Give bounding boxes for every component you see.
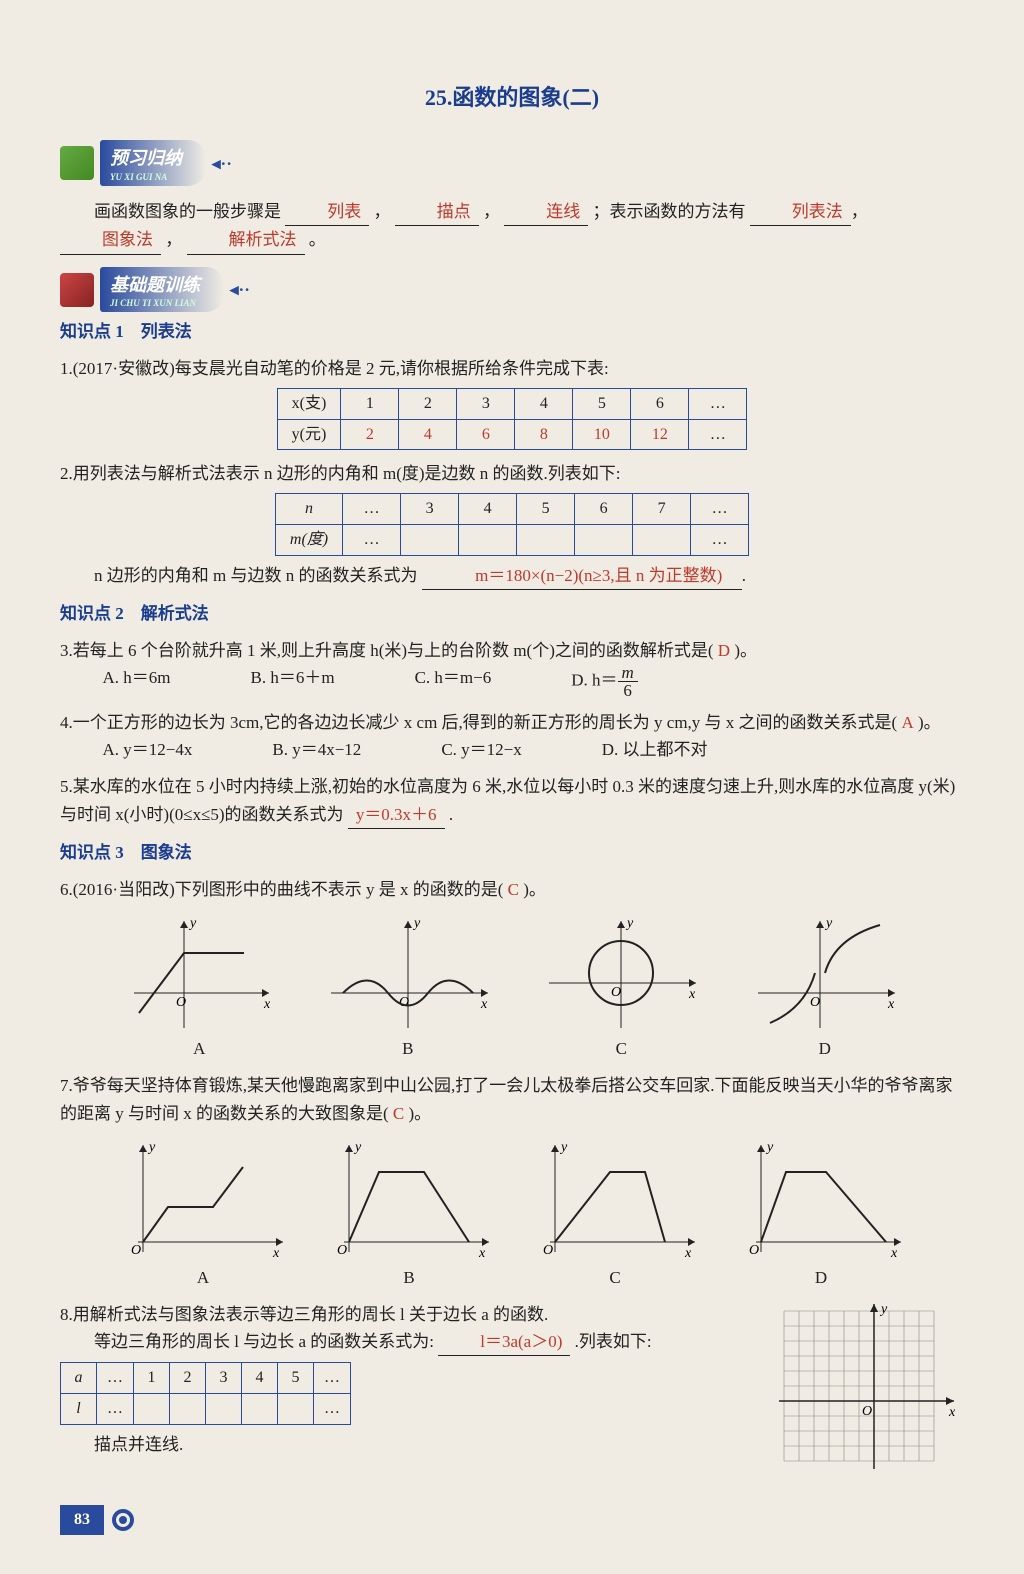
svg-text:y: y (824, 916, 833, 931)
page-number: 83 (60, 1505, 104, 1535)
q6-graph-c: O x y (541, 913, 701, 1033)
question-5: 5.某水库的水位在 5 小时内持续上涨,初始的水位高度为 6 米,水位以每小时 … (60, 773, 964, 828)
question-4: 4.一个正方形的边长为 3cm,它的各边边长减少 x cm 后,得到的新正方形的… (60, 709, 964, 763)
banner-yuxi-label: 预习归纳 YU XI GUI NA (100, 140, 206, 186)
yuxi-icon (60, 146, 94, 180)
intro-paragraph: 画函数图象的一般步骤是 列表 ， 描点 ， 连线 ；表示函数的方法有 列表法， … (60, 198, 964, 254)
banner-jichu-label: 基础题训练 JI CHU TI XUN LIAN (100, 267, 224, 313)
svg-text:y: y (879, 1302, 888, 1317)
intro-ans6: 解析式法 (187, 226, 305, 254)
question-3: 3.若每上 6 个台阶就升高 1 米,则上升高度 h(米)与上的台阶数 m(个)… (60, 637, 964, 699)
svg-text:y: y (559, 1140, 568, 1155)
svg-text:x: x (948, 1405, 956, 1420)
intro-ans1: 列表 (285, 198, 369, 226)
kp3-heading: 知识点 3 图象法 (60, 839, 964, 866)
svg-text:O: O (176, 995, 186, 1010)
svg-text:x: x (480, 997, 488, 1012)
svg-text:y: y (188, 916, 197, 931)
arrow-icon: ◂·· (230, 276, 250, 303)
footer-circle-icon (112, 1509, 134, 1531)
q8-grid: O x y (774, 1301, 964, 1476)
svg-text:x: x (890, 1246, 898, 1261)
svg-text:O: O (131, 1243, 141, 1258)
svg-text:O: O (611, 985, 621, 1000)
q5-answer: y＝0.3x＋6 (348, 801, 445, 829)
kp1-heading: 知识点 1 列表法 (60, 318, 964, 345)
page-title: 25.函数的图象(二) (60, 80, 964, 115)
svg-text:O: O (862, 1404, 872, 1419)
q7-graph-a: O x y (118, 1137, 288, 1262)
svg-text:y: y (765, 1140, 774, 1155)
q7-graph-b: O x y (324, 1137, 494, 1262)
q6-graph-b: O x y (323, 913, 493, 1033)
svg-text:x: x (263, 997, 271, 1012)
q6-graph-d: O x y (750, 913, 900, 1033)
svg-text:O: O (399, 995, 409, 1010)
intro-ans2: 描点 (395, 198, 479, 226)
question-1: 1.(2017·安徽改)每支晨光自动笔的价格是 2 元,请你根据所给条件完成下表… (60, 355, 964, 450)
banner-yuxi: 预习归纳 YU XI GUI NA ◂·· (60, 145, 964, 181)
svg-text:O: O (749, 1243, 759, 1258)
q8-table: a … 1 2 3 4 5 … l … … (60, 1362, 351, 1424)
q7-graph-d: O x y (736, 1137, 906, 1262)
question-2: 2.用列表法与解析式法表示 n 边形的内角和 m(度)是边数 n 的函数.列表如… (60, 460, 964, 590)
banner-jichu: 基础题训练 JI CHU TI XUN LIAN ◂·· (60, 272, 964, 308)
q1-table: x(支) 1 2 3 4 5 6 … y(元) 2 4 6 8 10 12 … (277, 388, 748, 450)
svg-text:x: x (684, 1246, 692, 1261)
q6-graph-a: O x y (124, 913, 274, 1033)
q8-answer: l＝3a(a＞0) (438, 1328, 570, 1356)
svg-text:x: x (887, 997, 895, 1012)
arrow-icon: ◂·· (212, 150, 232, 177)
question-7: 7.爷爷每天坚持体育锻炼,某天他慢跑离家到中山公园,打了一会儿太极拳后搭公交车回… (60, 1072, 964, 1291)
page-footer: 83 (60, 1506, 964, 1534)
svg-text:x: x (688, 987, 696, 1002)
intro-ans4: 列表法 (750, 198, 851, 226)
q2-answer: m＝180×(n−2)(n≥3,且 n 为正整数) (422, 562, 742, 590)
intro-ans5: 图象法 (60, 226, 161, 254)
svg-text:x: x (272, 1246, 280, 1261)
svg-text:O: O (543, 1243, 553, 1258)
kp2-heading: 知识点 2 解析式法 (60, 600, 964, 627)
svg-text:O: O (337, 1243, 347, 1258)
q2-table: n … 3 4 5 6 7 … m(度) … … (275, 493, 749, 555)
svg-text:y: y (412, 916, 421, 931)
question-6: 6.(2016·当阳改)下列图形中的曲线不表示 y 是 x 的函数的是( C )… (60, 876, 964, 1062)
svg-text:y: y (625, 916, 634, 931)
svg-text:y: y (353, 1140, 362, 1155)
q7-graph-c: O x y (530, 1137, 700, 1262)
svg-text:x: x (478, 1246, 486, 1261)
svg-text:O: O (810, 995, 820, 1010)
question-8: 8.用解析式法与图象法表示等边三角形的周长 l 关于边长 a 的函数. 等边三角… (60, 1301, 964, 1476)
intro-ans3: 连线 (504, 198, 588, 226)
svg-text:y: y (147, 1140, 156, 1155)
jichu-icon (60, 273, 94, 307)
